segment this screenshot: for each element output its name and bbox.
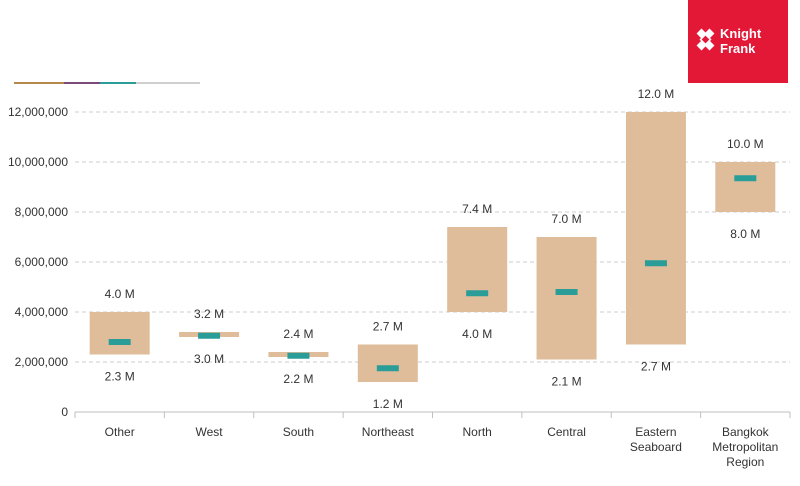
- legend-rule-segment-4: [136, 82, 200, 84]
- category-label: West: [196, 425, 224, 439]
- high-value-label: 7.4 M: [462, 202, 492, 216]
- low-value-label: 2.7 M: [641, 360, 671, 374]
- category-label: Northeast: [362, 425, 415, 439]
- category-label: Eastern: [635, 425, 676, 439]
- low-value-label: 4.0 M: [462, 327, 492, 341]
- average-marker: [108, 339, 131, 345]
- average-marker: [198, 332, 221, 339]
- high-value-label: 7.0 M: [552, 212, 582, 226]
- y-tick-label: 6,000,000: [15, 255, 69, 269]
- y-tick-label: 2,000,000: [15, 355, 69, 369]
- y-tick-label: 4,000,000: [15, 305, 69, 319]
- range-bar: [625, 112, 686, 345]
- y-tick-label: 12,000,000: [8, 105, 68, 119]
- low-value-label: 2.2 M: [283, 372, 313, 386]
- average-marker: [376, 365, 399, 372]
- category-label: Metropolitan: [712, 440, 778, 454]
- category-label: Central: [547, 425, 586, 439]
- average-marker: [466, 290, 489, 297]
- low-value-label: 8.0 M: [730, 227, 760, 241]
- logo-line-1: Knight: [720, 26, 762, 41]
- legend-rule-segment-2: [64, 82, 100, 84]
- category-label: Bangkok: [722, 425, 770, 439]
- range-bar: [89, 312, 150, 355]
- y-tick-label: 10,000,000: [8, 155, 68, 169]
- low-value-label: 1.2 M: [373, 397, 403, 411]
- high-value-label: 3.2 M: [194, 307, 224, 321]
- average-marker: [287, 352, 310, 359]
- low-value-label: 2.1 M: [552, 375, 582, 389]
- legend-rule-segment-1: [14, 82, 64, 84]
- y-tick-label: 8,000,000: [15, 205, 69, 219]
- high-value-label: 10.0 M: [727, 137, 764, 151]
- low-value-label: 3.0 M: [194, 352, 224, 366]
- category-label: Region: [726, 455, 764, 469]
- low-value-label: 2.3 M: [105, 370, 135, 384]
- logo-line-2: Frank: [720, 41, 756, 56]
- average-marker: [734, 175, 757, 182]
- high-value-label: 2.4 M: [283, 327, 313, 341]
- range-bar: [357, 344, 418, 382]
- category-label: Seaboard: [630, 440, 682, 454]
- category-label: South: [283, 425, 314, 439]
- knight-frank-logo: Knight Frank: [688, 0, 788, 83]
- high-value-label: 2.7 M: [373, 320, 403, 334]
- range-bar: [536, 237, 597, 360]
- high-value-label: 4.0 M: [105, 287, 135, 301]
- category-label: Other: [105, 425, 135, 439]
- category-label: North: [463, 425, 492, 439]
- range-bar: [715, 162, 776, 212]
- y-tick-label: 0: [61, 405, 68, 419]
- average-marker: [644, 260, 667, 267]
- legend-rule-segment-3: [100, 82, 136, 84]
- average-marker: [555, 289, 578, 295]
- range-bar: [447, 227, 508, 312]
- high-value-label: 12.0 M: [638, 87, 675, 101]
